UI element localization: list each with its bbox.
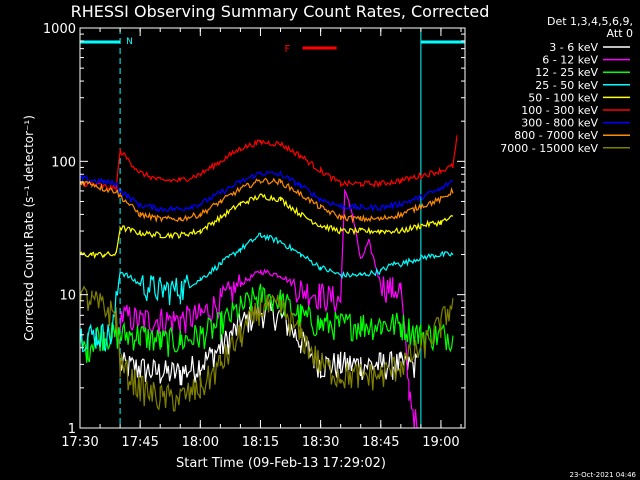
series-12-25-kev: [79, 283, 454, 363]
legend-header-line: Att 0: [607, 27, 633, 40]
series-25-50-kev: [79, 232, 454, 353]
series-800-7000-kev: [79, 177, 454, 224]
x-tick-label: 19:00: [422, 435, 459, 450]
plot-frame: [79, 27, 466, 429]
chart-title: RHESSI Observing Summary Count Rates, Co…: [71, 2, 490, 21]
y-axis-label: Corrected Count Rate (s⁻¹ detector⁻¹): [22, 115, 36, 341]
legend-entry-label: 50 - 100 keV: [528, 91, 598, 104]
series-line: [119, 188, 418, 429]
series-line: [79, 177, 454, 224]
legend-entry-label: 3 - 6 keV: [549, 41, 598, 54]
series-300-800-kev: [79, 169, 454, 213]
series-line: [79, 135, 458, 192]
y-tick-label: 1000: [43, 22, 76, 37]
x-tick-label: 18:30: [302, 435, 339, 450]
legend-entry-label: 800 - 7000 keV: [514, 129, 598, 142]
series-line: [79, 169, 454, 213]
legend-entry-label: 12 - 25 keV: [535, 66, 598, 79]
y-tick-label: 10: [59, 289, 76, 304]
y-tick-label: 1: [68, 422, 76, 437]
series-line: [79, 285, 454, 412]
legend-entry-label: 300 - 800 keV: [521, 117, 598, 130]
series-7000-15000-kev: [79, 285, 454, 412]
series-line: [79, 283, 454, 363]
x-tick-label: 17:30: [61, 435, 98, 450]
x-tick-label: 18:45: [362, 435, 399, 450]
series-6-12-kev: [119, 188, 418, 429]
night-label: N: [126, 37, 133, 47]
legend-entry-label: 100 - 300 keV: [521, 104, 598, 117]
flare-label: F: [285, 44, 291, 55]
x-tick-label: 18:00: [182, 435, 219, 450]
x-tick-label: 18:15: [242, 435, 279, 450]
legend-entry-label: 7000 - 15000 keV: [500, 142, 598, 155]
series-line: [79, 232, 454, 353]
legend-header-line: Det 1,3,4,5,6,9,: [547, 15, 633, 28]
y-tick-label: 100: [51, 155, 76, 170]
footer-date: 23-Oct-2021 04:46: [570, 471, 637, 479]
series-100-300-kev: [79, 135, 458, 192]
x-axis-label: Start Time (09-Feb-13 17:29:02): [176, 456, 386, 471]
plot-area: NF: [79, 28, 466, 429]
series-50-100-kev: [79, 193, 454, 260]
x-tick-label: 17:45: [121, 435, 158, 450]
series-line: [79, 193, 454, 260]
axes: 17:30 17:45 18:00 18:15 18:30 18:45 19:00 1 10 10…: [43, 22, 466, 450]
legend-entry-label: 6 - 12 keV: [542, 54, 598, 67]
legend-entry-label: 25 - 50 keV: [535, 79, 598, 92]
